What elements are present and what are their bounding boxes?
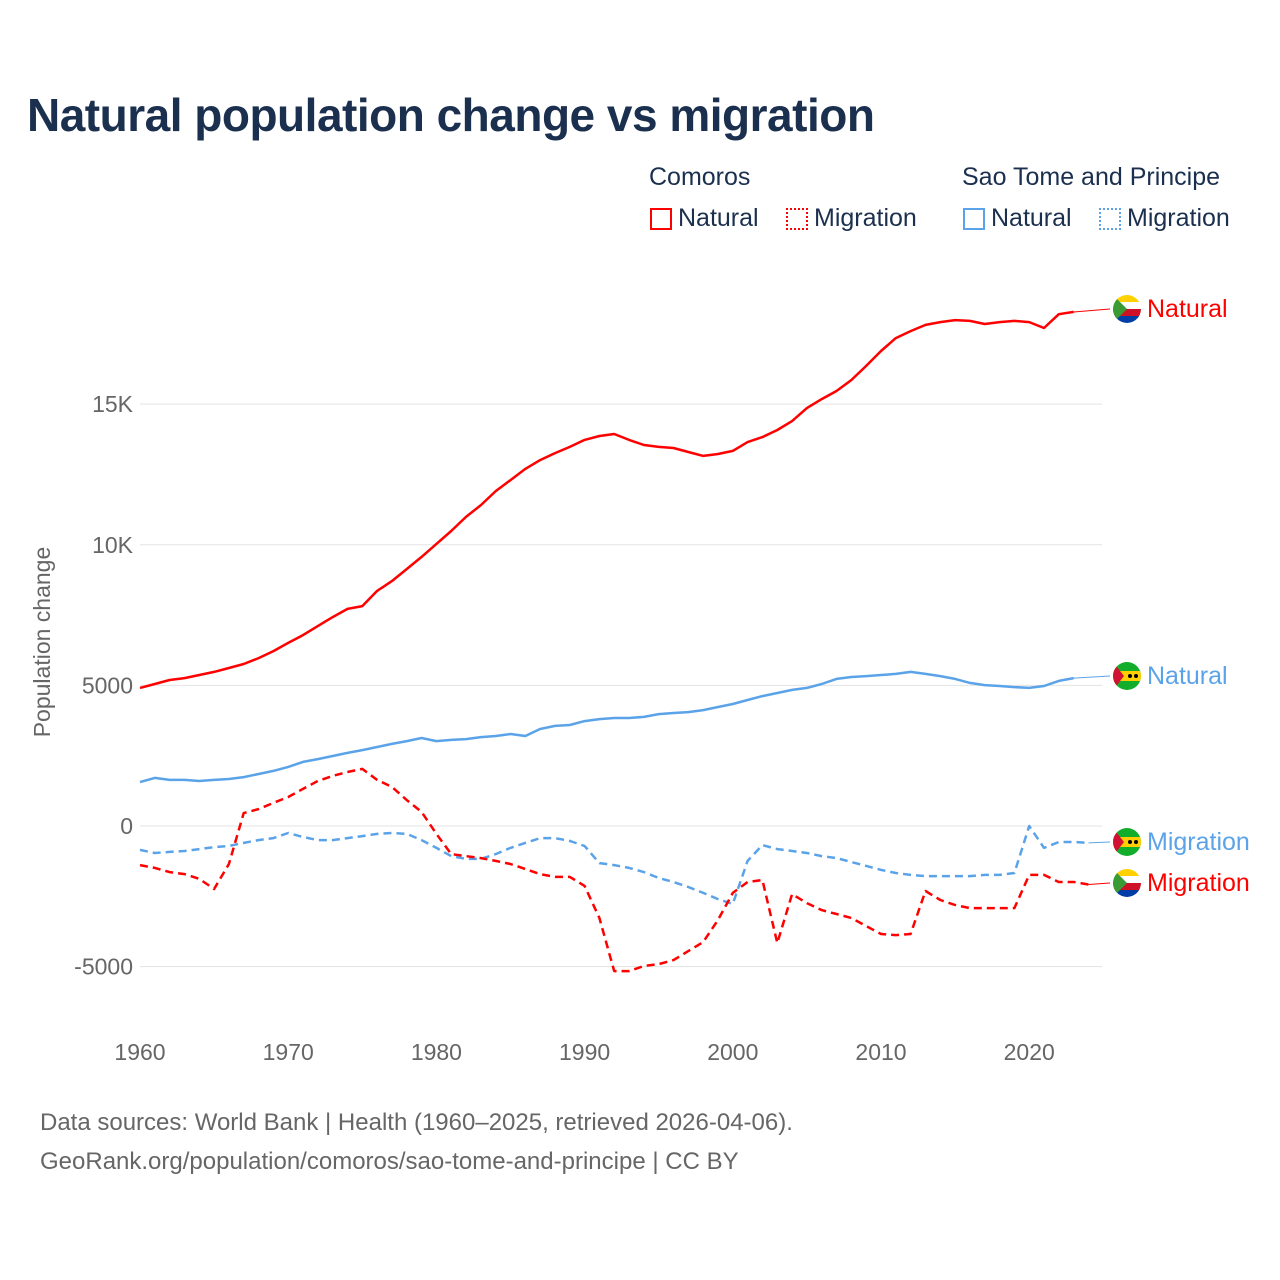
label-connector	[1073, 675, 1111, 679]
sao-tome-flag-icon	[1113, 828, 1141, 856]
flag-stripe	[1113, 316, 1141, 323]
label-connector	[1088, 841, 1111, 844]
end-label: Natural	[1147, 295, 1228, 323]
label-connector	[1088, 882, 1111, 885]
flag-triangle	[1113, 828, 1124, 856]
flag-stripe	[1113, 309, 1141, 316]
flag-stripe	[1113, 869, 1141, 876]
series-line-sao-tome-and-principe-migration	[139, 824, 1089, 906]
legend-swatch-solid	[650, 207, 672, 230]
source-url: GeoRank.org/population/comoros/sao-tome-…	[40, 1148, 739, 1175]
flag-star	[1134, 674, 1138, 678]
flag-stripe	[1113, 671, 1141, 681]
legend-label: Natural	[991, 204, 1072, 232]
flag-stripe	[1113, 302, 1141, 309]
series-line-sao-tome-and-principe-natural	[139, 670, 1074, 784]
comoros-flag-icon	[1113, 869, 1141, 897]
legend-label: Migration	[1127, 204, 1230, 232]
legend-stp-natural[interactable]: Natural	[963, 204, 1072, 233]
legend-label: Migration	[814, 204, 917, 232]
flag-star	[1128, 840, 1132, 844]
x-tick-label: 1960	[114, 1039, 165, 1065]
legend-group-comoros: Comoros	[649, 163, 751, 191]
y-tick-label: 0	[120, 813, 133, 839]
y-axis-label: Population change	[29, 547, 55, 738]
label-connector	[1073, 308, 1111, 313]
chart-title: Natural population change vs migration	[27, 89, 875, 141]
y-tick-label: 10K	[92, 532, 134, 558]
flag-body	[1113, 295, 1141, 323]
flag-body	[1113, 869, 1141, 897]
flag-triangle	[1113, 869, 1127, 897]
source-note: Data sources: World Bank | Health (1960–…	[40, 1109, 793, 1136]
y-tick-label: -5000	[74, 954, 133, 980]
flag-body	[1113, 662, 1141, 690]
end-label: Natural	[1147, 662, 1228, 690]
sao-tome-flag-icon	[1113, 662, 1141, 690]
y-tick-label: 5000	[82, 672, 133, 698]
x-tick-label: 1970	[263, 1039, 314, 1065]
legend-comoros-natural[interactable]: Natural	[650, 204, 759, 233]
flag-stripe	[1113, 883, 1141, 890]
legend-swatch-solid	[963, 207, 985, 230]
legend-group-sao-tome: Sao Tome and Principe	[962, 163, 1221, 191]
flag-triangle	[1113, 662, 1124, 690]
end-label: Migration	[1147, 869, 1250, 897]
legend-swatch-dotted	[786, 207, 808, 230]
flag-star	[1128, 674, 1132, 678]
flag-stripe	[1113, 837, 1141, 847]
series-line-comoros-natural	[139, 310, 1074, 690]
comoros-flag-icon	[1113, 295, 1141, 323]
x-tick-label: 2020	[1004, 1039, 1055, 1065]
x-tick-label: 2010	[855, 1039, 906, 1065]
flag-triangle	[1113, 295, 1127, 323]
y-tick-label: 15K	[92, 391, 134, 417]
legend-comoros-migration[interactable]: Migration	[786, 204, 917, 233]
x-tick-label: 1980	[411, 1039, 462, 1065]
legend-stp-migration[interactable]: Migration	[1099, 204, 1230, 233]
flag-stripe	[1113, 295, 1141, 302]
x-tick-label: 2000	[707, 1039, 758, 1065]
legend-label: Natural	[678, 204, 759, 232]
flag-star	[1134, 840, 1138, 844]
series-line-comoros-migration	[139, 767, 1089, 973]
flag-stripe	[1113, 876, 1141, 883]
end-label: Migration	[1147, 828, 1250, 856]
x-tick-label: 1990	[559, 1039, 610, 1065]
legend-swatch-dotted	[1099, 207, 1121, 230]
flag-stripe	[1113, 890, 1141, 897]
flag-body	[1113, 828, 1141, 856]
